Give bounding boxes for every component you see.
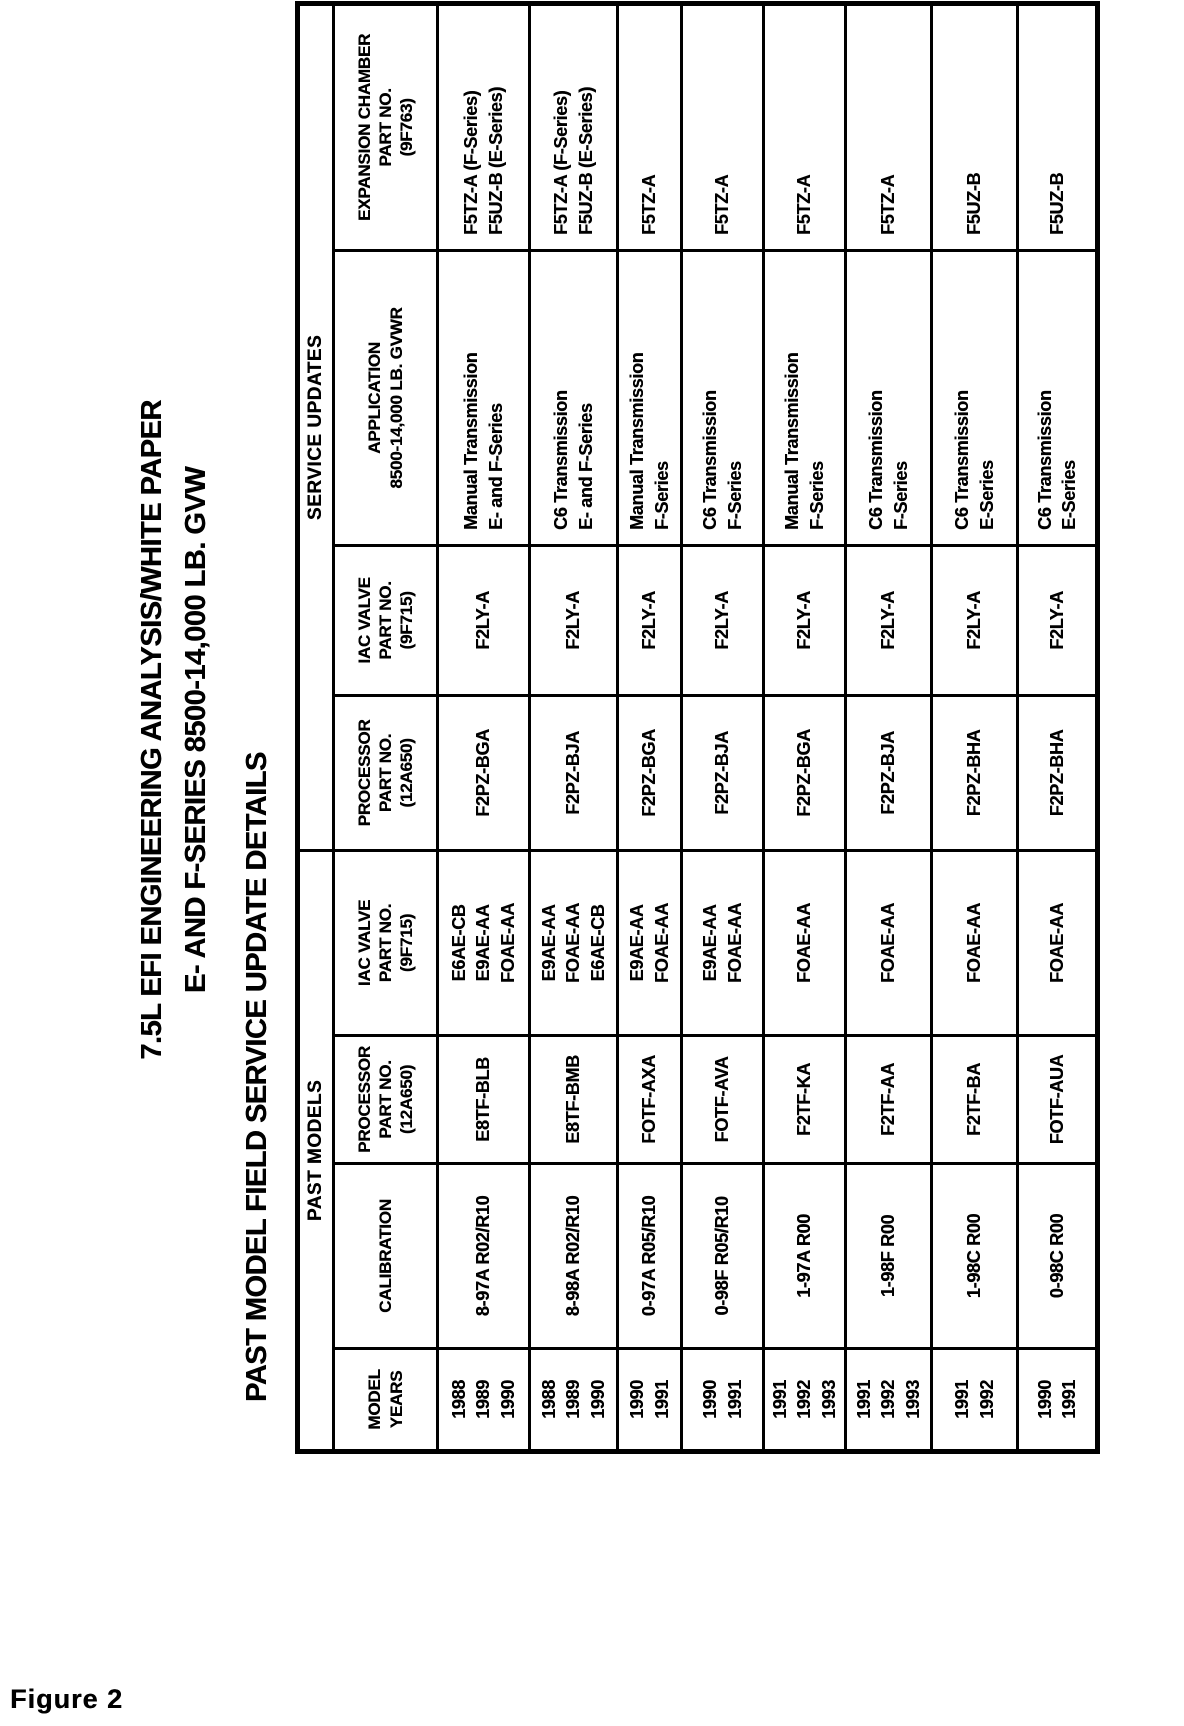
table-row: 1990 1991 0-98F R05/R10 FOTF-AVA E9AE-AA FOAE… — [681, 3, 764, 1452]
cell-iac-past: E9AE-AA FOAE-AA — [681, 850, 764, 1036]
column-header-iac-past: IAC VALVE PART NO. (9F715) — [333, 850, 438, 1036]
cell-calibration: 0-97A R05/R10 — [617, 1163, 682, 1349]
column-header-iac-service: IAC VALVE PART NO. (9F715) — [333, 545, 438, 696]
cell-calibration: 1-97A R00 — [763, 1163, 846, 1349]
cell-expansion: F5TZ-A — [617, 3, 682, 251]
cell-application: Manual Transmission E- and F-Series — [437, 250, 530, 546]
cell-expansion: F5UZ-B — [931, 3, 1018, 251]
cell-expansion: F5TZ-A — [763, 3, 846, 251]
cell-iac-past: FOAE-AA — [845, 850, 932, 1036]
cell-processor-past: FOTF-AXA — [617, 1035, 682, 1164]
cell-processor-service: F2PZ-BJA — [681, 695, 764, 851]
cell-iac-past: E9AE-AA FOAE-AA E6AE-CB — [529, 850, 618, 1036]
document-title-line2: E- AND F-SERIES 8500-14,000 LB. GVW — [180, 466, 212, 994]
cell-iac-service: F2LY-A — [845, 545, 932, 696]
column-header-model-years: MODEL YEARS — [333, 1348, 438, 1452]
cell-application: C6 Transmission E- and F-Series — [529, 250, 618, 546]
cell-calibration: 0-98F R05/R10 — [681, 1163, 764, 1349]
column-header-application: APPLICATION 8500-14,000 LB. GVWR — [333, 250, 438, 546]
cell-application: C6 Transmission E-Series — [931, 250, 1018, 546]
cell-processor-past: E8TF-BMB — [529, 1035, 618, 1164]
cell-processor-past: F2TF-KA — [763, 1035, 846, 1164]
cell-iac-past: FOAE-AA — [931, 850, 1018, 1036]
span-header-row: PAST MODELS SERVICE UPDATES — [297, 3, 334, 1452]
cell-model-years: 1988 1989 1990 — [437, 1348, 530, 1452]
cell-expansion: F5TZ-A — [845, 3, 932, 251]
table-row: 1991 1992 1-98C R00 F2TF-BA FOAE-AA F2PZ-BHA F… — [931, 3, 1018, 1452]
cell-expansion: F5TZ-A — [681, 3, 764, 251]
cell-processor-service: F2PZ-BGA — [763, 695, 846, 851]
figure-caption: Figure 2 — [10, 1684, 124, 1714]
cell-processor-service: F2PZ-BGA — [617, 695, 682, 851]
column-header-calibration: CALIBRATION — [333, 1163, 438, 1349]
cell-application: C6 Transmission F-Series — [681, 250, 764, 546]
cell-iac-service: F2LY-A — [617, 545, 682, 696]
cell-processor-past: F2TF-AA — [845, 1035, 932, 1164]
column-header-row: MODEL YEARS CALIBRATION PROCESSOR PART NO. (1… — [333, 3, 438, 1452]
cell-iac-past: E6AE-CB E9AE-AA FOAE-AA — [437, 850, 530, 1036]
span-header-past-models: PAST MODELS — [297, 850, 334, 1452]
cell-application: Manual Transmission F-Series — [763, 250, 846, 546]
field-service-update-table: PAST MODELS SERVICE UPDATES MODEL YEARS CA… — [295, 0, 1100, 1454]
cell-application: C6 Transmission F-Series — [845, 250, 932, 546]
cell-model-years: 1988 1989 1990 — [529, 1348, 618, 1452]
cell-application: Manual Transmission F-Series — [617, 250, 682, 546]
cell-iac-service: F2LY-A — [681, 545, 764, 696]
cell-calibration: 0-98C R00 — [1017, 1163, 1098, 1349]
cell-iac-service: F2LY-A — [529, 545, 618, 696]
table-row: 1988 1989 1990 8-97A R02/R10 E8TF-BLB E6AE-CB… — [437, 3, 530, 1452]
cell-model-years: 1991 1992 — [931, 1348, 1018, 1452]
cell-model-years: 1990 1991 — [681, 1348, 764, 1452]
table-row: 1988 1989 1990 8-98A R02/R10 E8TF-BMB E9AE-AA… — [529, 3, 618, 1452]
cell-iac-service: F2LY-A — [763, 545, 846, 696]
table-row: 1990 1991 0-98C R00 FOTF-AUA FOAE-AA F2PZ-BHA… — [1017, 3, 1098, 1452]
cell-processor-service: F2PZ-BHA — [1017, 695, 1098, 851]
cell-model-years: 1991 1992 1993 — [763, 1348, 846, 1452]
table-row: 1991 1992 1993 1-98F R00 F2TF-AA FOAE-AA F2PZ-… — [845, 3, 932, 1452]
cell-iac-service: F2LY-A — [1017, 545, 1098, 696]
cell-expansion: F5TZ-A (F-Series) F5UZ-B (E-Series) — [437, 3, 530, 251]
table-row: 1990 1991 0-97A R05/R10 FOTF-AXA E9AE-AA FOAE… — [617, 3, 682, 1452]
document-title-line1: 7.5L EFI ENGINEERING ANALYSIS/WHITE PAPE… — [136, 400, 168, 1060]
cell-model-years: 1990 1991 — [1017, 1348, 1098, 1452]
table-body: PAST MODELS SERVICE UPDATES MODEL YEARS CA… — [297, 3, 1098, 1452]
cell-iac-service: F2LY-A — [931, 545, 1018, 696]
cell-processor-past: FOTF-AUA — [1017, 1035, 1098, 1164]
cell-processor-service: F2PZ-BHA — [931, 695, 1018, 851]
cell-application: C6 Transmission E-Series — [1017, 250, 1098, 546]
cell-iac-service: F2LY-A — [437, 545, 530, 696]
cell-processor-service: F2PZ-BJA — [845, 695, 932, 851]
cell-calibration: 1-98C R00 — [931, 1163, 1018, 1349]
cell-processor-past: FOTF-AVA — [681, 1035, 764, 1164]
span-header-service-updates: SERVICE UPDATES — [297, 3, 334, 851]
cell-processor-service: F2PZ-BGA — [437, 695, 530, 851]
cell-processor-past: F2TF-BA — [931, 1035, 1018, 1164]
cell-calibration: 8-97A R02/R10 — [437, 1163, 530, 1349]
cell-calibration: 1-98F R00 — [845, 1163, 932, 1349]
section-title: PAST MODEL FIELD SERVICE UPDATE DETAILS — [241, 752, 273, 1402]
table-row: 1991 1992 1993 1-97A R00 F2TF-KA FOAE-AA F2PZ-… — [763, 3, 846, 1452]
cell-expansion: F5UZ-B — [1017, 3, 1098, 251]
cell-expansion: F5TZ-A (F-Series) F5UZ-B (E-Series) — [529, 3, 618, 251]
cell-iac-past: FOAE-AA — [763, 850, 846, 1036]
cell-processor-service: F2PZ-BJA — [529, 695, 618, 851]
cell-calibration: 8-98A R02/R10 — [529, 1163, 618, 1349]
column-header-processor-past: PROCESSOR PART NO. (12A650) — [333, 1035, 438, 1164]
cell-processor-past: E8TF-BLB — [437, 1035, 530, 1164]
cell-model-years: 1991 1992 1993 — [845, 1348, 932, 1452]
cell-iac-past: E9AE-AA FOAE-AA — [617, 850, 682, 1036]
column-header-processor-service: PROCESSOR PART NO. (12A650) — [333, 695, 438, 851]
cell-iac-past: FOAE-AA — [1017, 850, 1098, 1036]
cell-model-years: 1990 1991 — [617, 1348, 682, 1452]
column-header-expansion: EXPANSION CHAMBER PART NO. (9F763) — [333, 3, 438, 251]
